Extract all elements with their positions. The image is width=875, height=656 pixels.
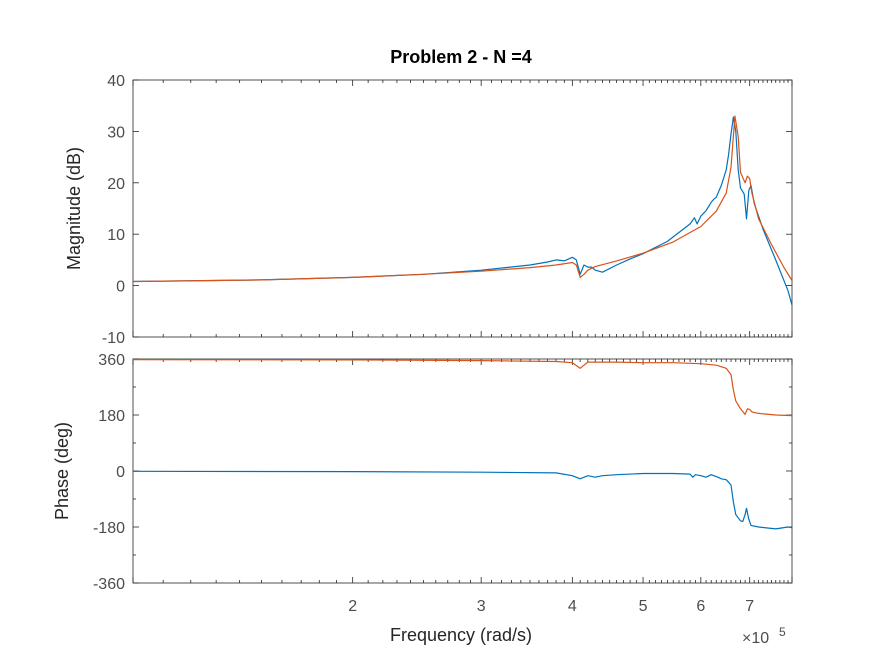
magnitude-panel: -10 0 10 20 30 40 Magnitude (dB) — [64, 73, 793, 347]
phase-panel: -360 -180 0 180 360 Phase (deg) 2 3 4 5 6 7 — [52, 352, 793, 615]
x-tick-label: 3 — [477, 598, 486, 615]
x-tick-label: 2 — [348, 598, 357, 615]
y-axis-label: Phase (deg) — [52, 422, 72, 520]
series-line-2 — [132, 115, 793, 283]
y-tick-label: 180 — [98, 408, 125, 425]
x-tick-label: 7 — [745, 598, 754, 615]
series-line-1 — [132, 470, 793, 530]
x-tick-label: 6 — [696, 598, 705, 615]
x-exponent-label: ×10 5 — [742, 625, 786, 647]
y-tick-label: 40 — [107, 73, 125, 90]
y-tick-label: -180 — [93, 520, 125, 537]
y-tick-label: 30 — [107, 124, 125, 141]
y-tick-label: -10 — [102, 330, 125, 347]
chart-title: Problem 2 - N =4 — [390, 47, 532, 67]
x-tick-label: 4 — [568, 598, 577, 615]
y-tick-label: 20 — [107, 176, 125, 193]
x-exponent-base: ×10 — [742, 630, 769, 647]
y-tick-label: 0 — [116, 279, 125, 296]
x-exponent-power: 5 — [779, 625, 786, 639]
y-tick-label: -360 — [93, 576, 125, 593]
y-tick-label: 0 — [116, 464, 125, 481]
plot-frame — [132, 79, 793, 338]
y-tick-label: 360 — [98, 352, 125, 369]
y-axis-label: Magnitude (dB) — [64, 147, 84, 270]
series-line-2 — [132, 359, 793, 417]
x-axis-label: Frequency (rad/s) — [390, 625, 532, 645]
series-line-1 — [132, 116, 793, 306]
y-tick-label: 10 — [107, 227, 125, 244]
x-tick-label: 5 — [639, 598, 648, 615]
